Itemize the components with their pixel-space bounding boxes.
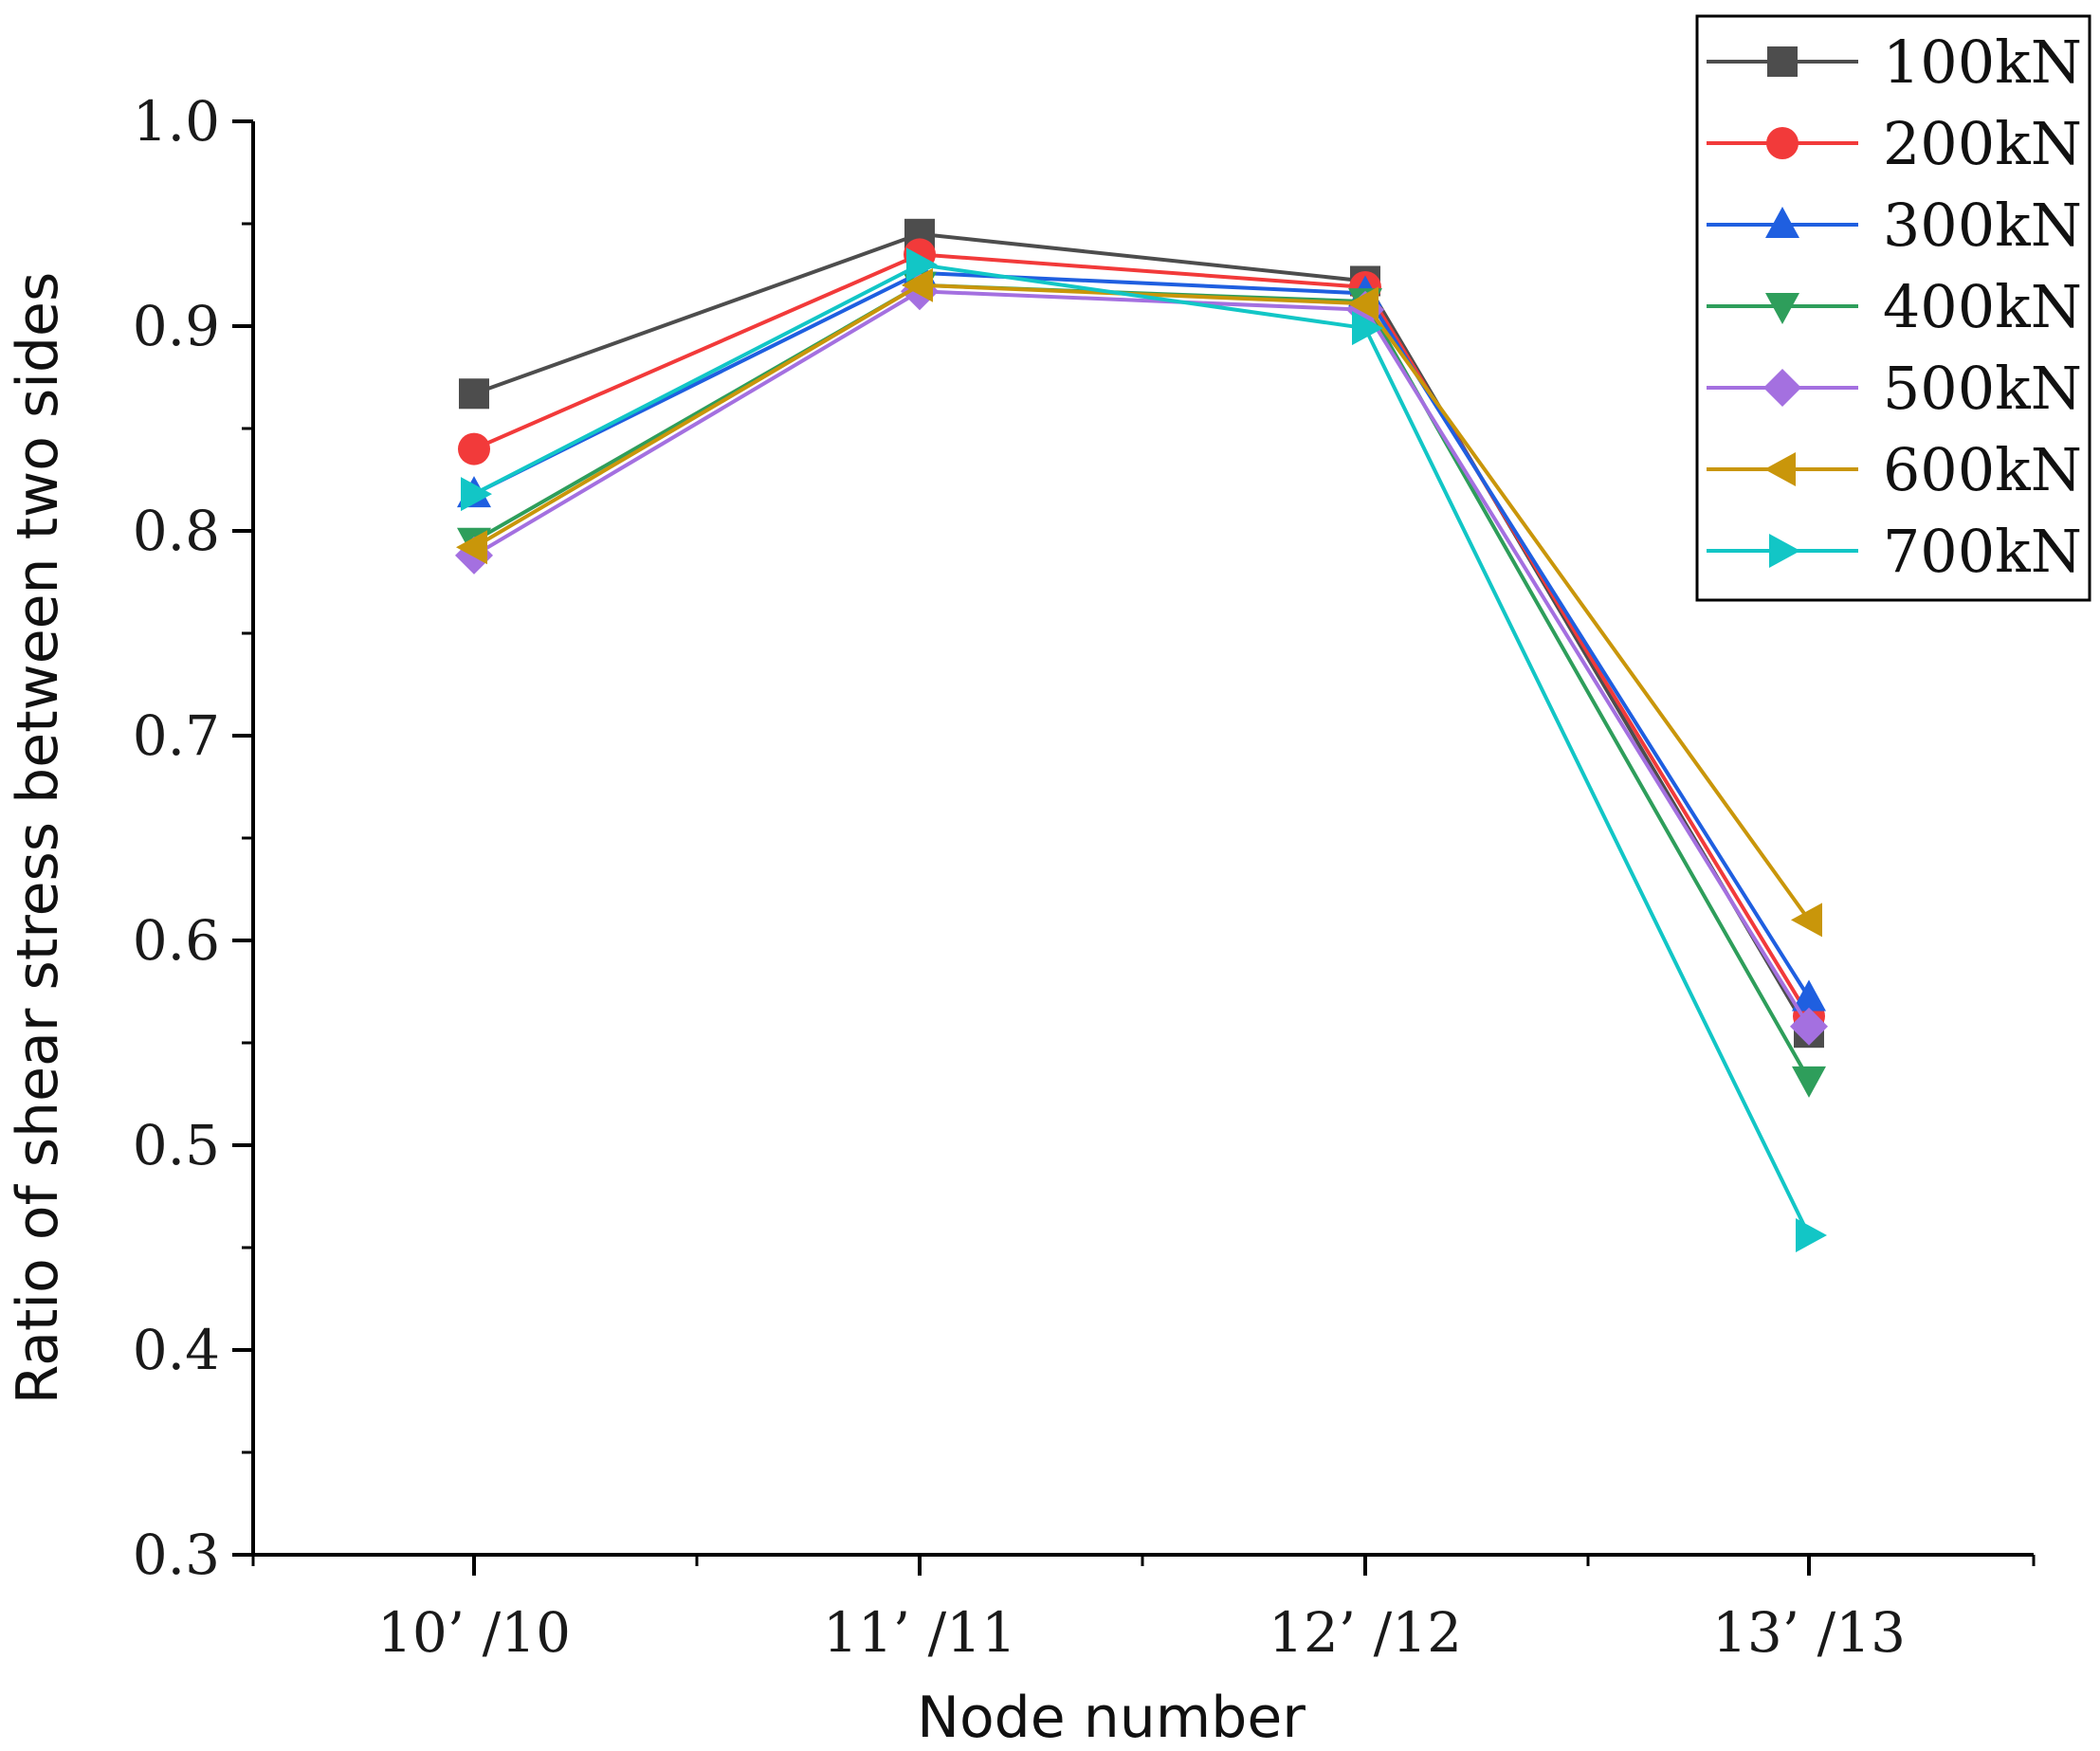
data-point [1347,286,1379,321]
legend: 100kN 200kN 300kN 400kN 500kN 600kN 700kN [1695,14,2091,602]
y-tick-label: 0.4 [133,1318,220,1382]
series-700kN [461,247,1827,1253]
data-point [461,477,492,512]
y-tick-label: 0.6 [133,908,220,973]
legend-item: 200kN [1707,109,2082,178]
series-group [455,218,1828,1253]
y-ticks: 0.3 0.4 0.5 0.6 0.7 0.8 0.9 1.0 [133,89,253,1587]
series-line [473,231,1811,1034]
data-point [459,378,489,410]
series-line [473,263,1811,1236]
data-point [906,247,938,283]
series-line [473,270,1811,999]
legend-label: 500kN [1883,354,2082,423]
legend-label: 300kN [1883,191,2082,260]
legend-marker [1764,452,1796,486]
legend-item: 300kN [1707,191,2082,260]
data-point [1352,311,1383,346]
y-tick-label: 0.7 [133,703,220,768]
x-tick-label: 10’ /10 [377,1600,571,1665]
legend-item: 500kN [1707,354,2082,423]
legend-item: 600kN [1707,435,2082,504]
x-ticks: 10’ /10 11’ /11 12’ /12 13’ /13 [251,1555,2036,1665]
data-point [1791,903,1822,938]
legend-marker [1769,534,1800,568]
series-line [472,283,1811,921]
x-tick-label: 11’ /11 [823,1600,1016,1665]
data-point [1790,1007,1828,1046]
legend-marker [1766,127,1799,159]
y-tick-label: 1.0 [133,89,220,154]
legend-label: 100kN [1883,27,2082,97]
data-point [456,530,487,565]
legend-label: 700kN [1883,517,2082,586]
data-point [902,267,933,302]
legend-item: 100kN [1707,27,2082,97]
legend-item: 400kN [1707,272,2082,341]
data-point [1792,1066,1826,1098]
data-point [1796,1218,1827,1253]
data-point [458,432,490,465]
legend-label: 200kN [1883,109,2082,178]
y-tick-label: 0.9 [133,294,220,358]
legend-marker [1767,46,1798,77]
series-600kN [456,267,1822,938]
legend-item: 700kN [1707,517,2082,586]
legend-label: 600kN [1883,435,2082,504]
y-tick-label: 0.8 [133,499,220,563]
x-tick-label: 12’ /12 [1269,1600,1462,1665]
legend-marker [1765,207,1799,238]
x-tick-label: 13’ /13 [1712,1600,1906,1665]
data-point [1792,979,1826,1012]
legend-label: 400kN [1883,272,2082,341]
y-axis-title: Ratio of shear stress between two sides [5,272,71,1404]
y-tick-label: 0.3 [133,1523,220,1587]
legend-marker [1763,369,1801,407]
legend-marker [1765,293,1799,324]
series-line [472,289,1811,1028]
series-line [473,252,1811,1017]
y-tick-label: 0.5 [133,1113,220,1177]
x-axis-title: Node number [917,1685,1306,1751]
